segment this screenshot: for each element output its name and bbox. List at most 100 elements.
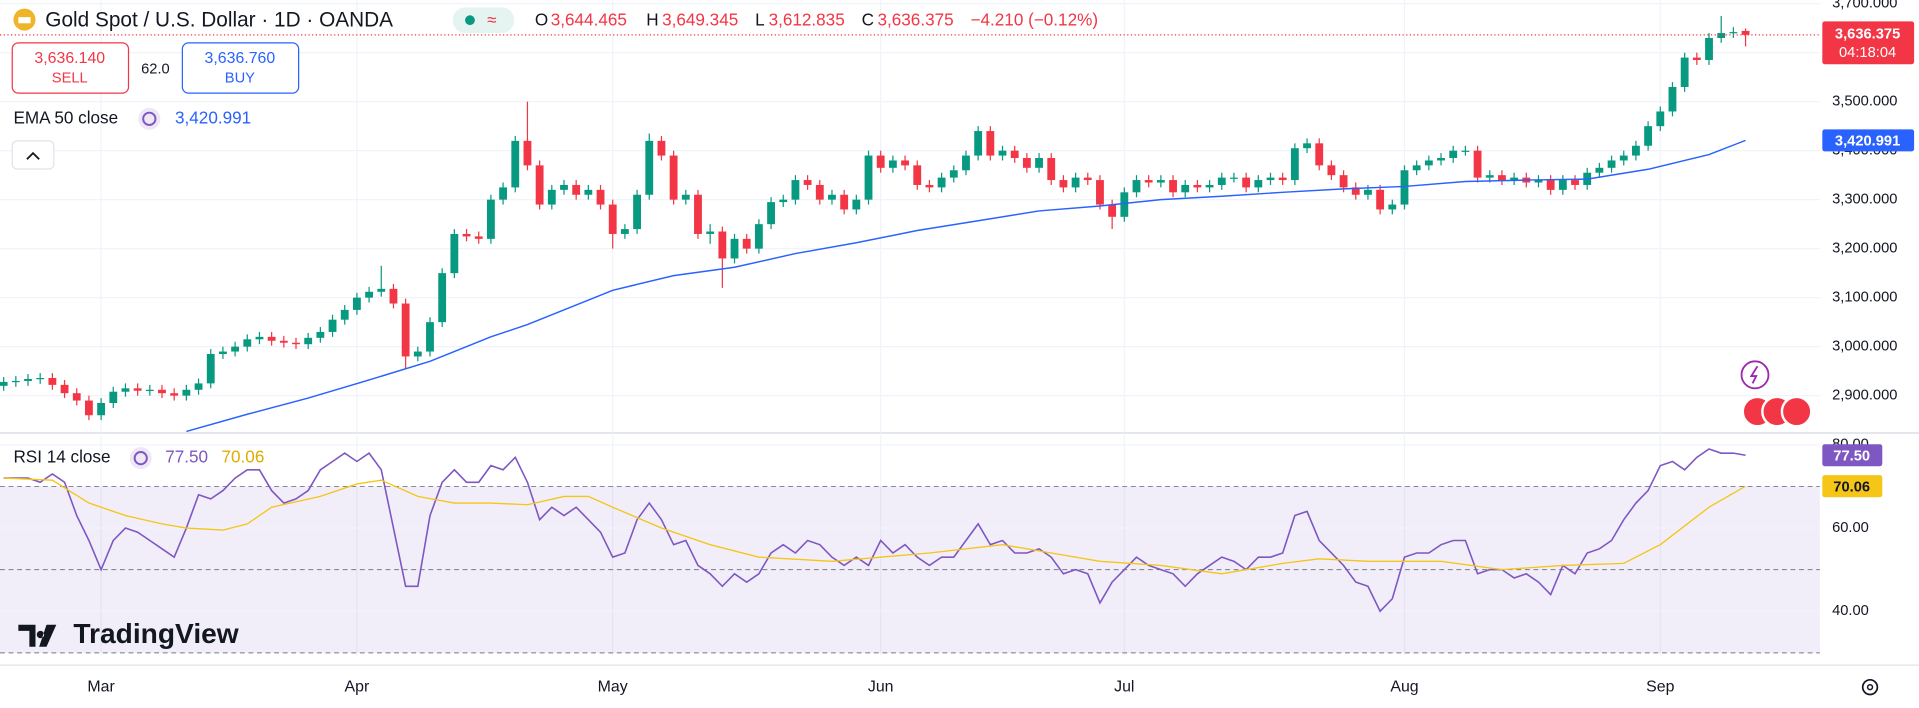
- candle-body: [1656, 111, 1665, 127]
- candle-body: [450, 233, 459, 274]
- candle-body: [901, 160, 909, 166]
- candle-body: [158, 389, 166, 394]
- candle-body: [1230, 177, 1238, 179]
- rsi-legend[interactable]: RSI 14 close: [13, 447, 110, 467]
- candle-body: [1644, 126, 1653, 146]
- value-badge-label: 77.50: [1833, 448, 1870, 464]
- x-tick-label: Apr: [345, 678, 370, 695]
- candle-body: [633, 194, 641, 230]
- buy-label: BUY: [225, 70, 255, 86]
- candle-body: [754, 224, 763, 249]
- candle-body: [1071, 177, 1080, 188]
- candle-body: [1388, 204, 1397, 210]
- settings-icon-core: [1866, 683, 1874, 691]
- candle-body: [828, 194, 836, 200]
- candle-body: [486, 199, 495, 239]
- candle-body: [499, 187, 507, 200]
- flag-icon[interactable]: [1780, 395, 1813, 428]
- candle-body: [560, 184, 568, 190]
- candle-body: [1035, 158, 1043, 168]
- y-tick-label: 3,700.000: [1832, 0, 1897, 12]
- candle-body: [1217, 177, 1226, 185]
- candle-body: [1449, 150, 1458, 159]
- settings-icon[interactable]: [1861, 678, 1879, 696]
- ohlc-key: L: [755, 9, 765, 29]
- candle-body: [401, 303, 410, 357]
- x-tick-label: Mar: [87, 678, 115, 695]
- status-pill[interactable]: [452, 7, 515, 34]
- sell-button[interactable]: [11, 42, 130, 94]
- candle-body: [840, 194, 849, 210]
- candle-body: [864, 155, 873, 200]
- candle-body: [815, 184, 824, 200]
- ohlc-key: C: [862, 9, 874, 29]
- spread: 62.0: [141, 62, 170, 78]
- candle-body: [913, 165, 922, 185]
- y-tick-label: 3,200.000: [1832, 241, 1897, 257]
- candle-body: [1083, 177, 1092, 181]
- sell-price: 3,636.140: [34, 50, 105, 67]
- symbol-title[interactable]: Gold Spot / U.S. Dollar · 1D · OANDA: [45, 8, 393, 31]
- candle-body: [438, 273, 447, 323]
- candle-body: [852, 199, 861, 210]
- candle-body: [0, 381, 8, 386]
- buy-button[interactable]: [181, 42, 300, 94]
- candle-body: [1266, 177, 1275, 181]
- collapse-button[interactable]: [11, 140, 55, 170]
- y-tick-label: 3,000.000: [1832, 339, 1897, 355]
- candle-body: [1144, 180, 1153, 183]
- logo[interactable]: TradingView: [73, 618, 238, 649]
- event-icon[interactable]: [1740, 360, 1770, 390]
- last-price-badge: [1822, 21, 1915, 65]
- ema-icon[interactable]: [138, 107, 161, 130]
- ema-legend-value: 3,420.991: [175, 107, 251, 127]
- candle-body: [1059, 180, 1068, 188]
- candle-body: [36, 378, 45, 380]
- rsi-icon[interactable]: [129, 447, 152, 470]
- candle-body: [1047, 158, 1056, 181]
- candle-body: [413, 351, 422, 357]
- candle-body: [24, 378, 32, 381]
- candle-body: [1132, 180, 1141, 193]
- ema-legend[interactable]: EMA 50 close: [13, 107, 118, 127]
- ohlc-key: O: [535, 9, 548, 29]
- candle-body: [352, 297, 361, 310]
- candle-body: [72, 393, 81, 401]
- candle-body: [97, 402, 106, 416]
- candle-body: [1400, 170, 1409, 205]
- countdown: 04:18:04: [1839, 45, 1896, 61]
- candle-body: [572, 184, 581, 195]
- candle-body: [791, 180, 800, 200]
- candle-body: [1485, 175, 1494, 178]
- pane: [0, 0, 1820, 656]
- candle-body: [231, 346, 240, 352]
- candle-body: [279, 340, 288, 343]
- y-tick-label: 3,100.000: [1832, 290, 1897, 306]
- candle-body: [1096, 180, 1104, 205]
- event-bolt: [1749, 365, 1759, 384]
- candle-body: [949, 170, 958, 178]
- candle-body: [584, 189, 593, 195]
- buy-price: 3,636.760: [205, 50, 276, 67]
- price-axis-area: [1819, 0, 1919, 668]
- ohlc-value: 3,612.835: [769, 9, 845, 29]
- candle-body: [194, 383, 203, 390]
- candle-body: [681, 194, 690, 200]
- candle-body: [1741, 30, 1750, 35]
- ohlc-value: 3,649.345: [662, 9, 738, 29]
- candle-body: [1412, 165, 1421, 171]
- candle-body: [109, 391, 118, 403]
- candle-body: [1278, 177, 1287, 181]
- candle-body: [1607, 160, 1616, 168]
- candle-body: [206, 353, 215, 384]
- candle-body: [1571, 180, 1579, 185]
- candle-body: [547, 189, 556, 205]
- candle-body: [11, 380, 20, 383]
- ohlc-key: H: [646, 9, 658, 29]
- candle-body: [60, 384, 69, 394]
- candle-body: [1534, 180, 1543, 183]
- value-badge-label: 3,420.991: [1835, 133, 1900, 149]
- candle-body: [596, 189, 605, 205]
- x-tick-label: Aug: [1390, 678, 1418, 695]
- candle-body: [462, 233, 471, 237]
